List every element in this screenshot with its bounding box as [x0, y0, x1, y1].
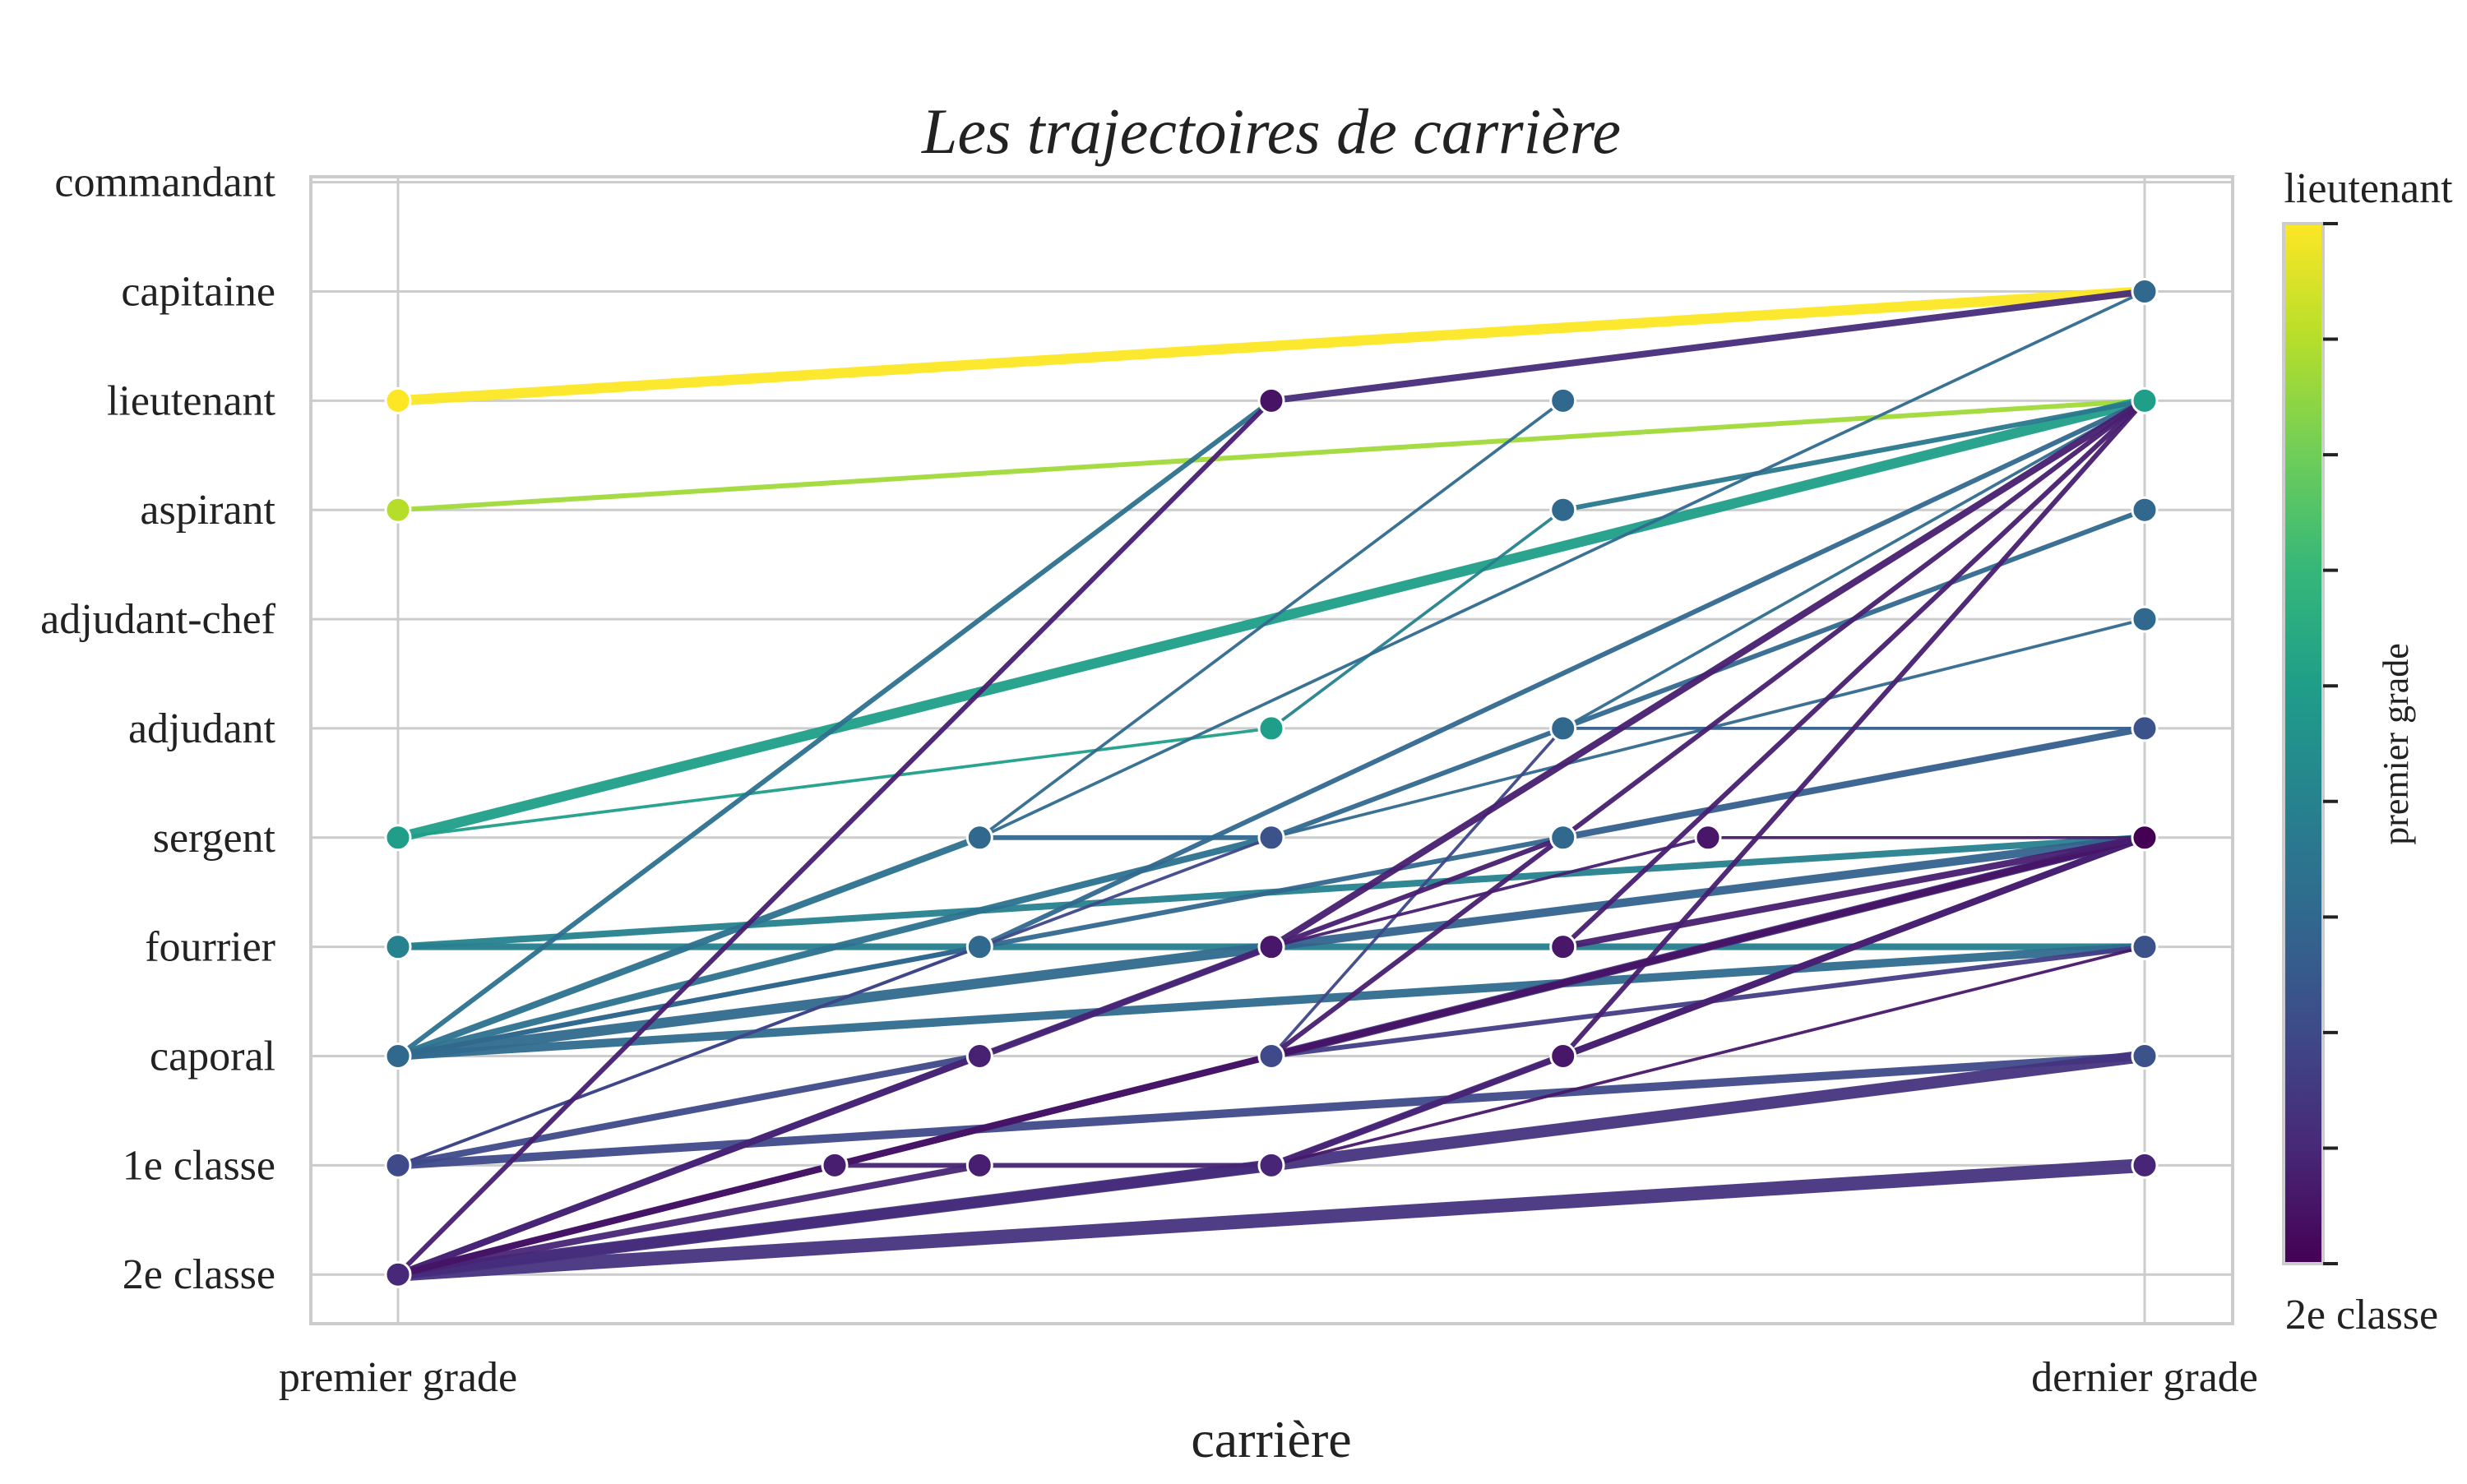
trajectory-line	[1270, 945, 2146, 1167]
colorbar-ticks	[2323, 222, 2338, 1265]
trajectory-line	[394, 834, 1275, 1060]
trajectory-line	[977, 398, 2147, 950]
trajectory-line	[394, 1052, 984, 1169]
trajectory-line	[396, 398, 2147, 513]
trajectory-marker	[384, 1151, 412, 1179]
trajectory-marker	[965, 933, 993, 961]
x-axis-label: carrière	[1191, 1410, 1351, 1468]
trajectory-marker	[1257, 933, 1285, 961]
y-tick-label: capitaine	[121, 269, 275, 316]
trajectory-line	[1559, 834, 2149, 950]
trajectory-line	[1559, 834, 2149, 1060]
trajectory-line	[393, 942, 2150, 1061]
trajectory-marker	[384, 933, 412, 961]
colorbar-top-label: lieutenant	[2284, 165, 2453, 212]
trajectory-line	[1269, 398, 2147, 1059]
trajectory-marker	[965, 824, 993, 852]
trajectory-line	[393, 1052, 2150, 1170]
trajectory-marker	[965, 1042, 993, 1070]
y-tick-label: lieutenant	[107, 377, 276, 424]
trajectory-marker	[2131, 714, 2159, 742]
trajectory-marker	[1257, 386, 1285, 414]
trajectory-marker	[1257, 1042, 1285, 1070]
trajectory-marker	[1257, 824, 1285, 852]
y-tick-label: adjudant	[128, 705, 276, 752]
plot-area-frame	[309, 175, 2234, 1325]
trajectory-marker	[821, 1151, 849, 1179]
trajectory-line	[394, 1162, 984, 1278]
y-tick-label: 1e classe	[123, 1142, 275, 1189]
trajectory-marker	[2131, 933, 2159, 961]
trajectory-marker	[1549, 1042, 1577, 1070]
trajectory-marker	[2131, 605, 2159, 633]
trajectory-line	[396, 398, 1274, 1278]
trajectory-marker	[384, 1042, 412, 1070]
trajectory-line	[978, 289, 2146, 839]
trajectory-line	[1269, 1053, 1566, 1168]
chart-title: Les trajectoires de carrière	[921, 95, 1621, 167]
trajectory-marker	[1549, 714, 1577, 742]
trajectory-marker	[1549, 386, 1577, 414]
trajectory-marker	[384, 386, 412, 414]
trajectory-line	[396, 945, 982, 1167]
trajectory-marker	[384, 824, 412, 852]
y-tick-label: aspirant	[140, 487, 275, 534]
y-tick-label: caporal	[150, 1033, 275, 1080]
trajectory-line	[1560, 398, 2147, 950]
colorbar: lieutenant 2e classe premier grade	[2282, 165, 2453, 1338]
trajectory-marker	[2131, 1151, 2159, 1179]
trajectory-marker	[2131, 386, 2159, 414]
y-tick-label: fourrier	[145, 924, 275, 971]
x-tick-label: dernier grade	[2031, 1354, 2258, 1401]
trajectory-line	[1559, 724, 2149, 841]
trajectory-marker	[1549, 496, 1577, 524]
trajectory-marker	[2131, 278, 2159, 305]
trajectory-marker	[2131, 1042, 2159, 1070]
trajectory-line	[1560, 398, 2147, 1059]
trajectory-line	[1561, 399, 2146, 730]
trajectory-line	[396, 727, 1273, 839]
trajectory-marker	[965, 1151, 993, 1179]
trajectory-line	[1269, 834, 1566, 950]
y-tick-labels: 2e classe 1e classe caporal fourrier sergent…	[40, 159, 276, 1299]
trajectory-marker	[2131, 824, 2159, 852]
trajectory-marker	[1549, 824, 1577, 852]
trajectory-line	[1560, 398, 2147, 513]
trajectory-line	[1270, 508, 1565, 730]
trajectory-marker	[1257, 714, 1285, 742]
x-tick-label: premier grade	[279, 1354, 517, 1401]
trajectory-line	[1267, 397, 2149, 950]
trajectory-line	[396, 398, 1274, 1059]
y-tick-label: adjudant-chef	[40, 596, 276, 643]
colorbar-title: premier grade	[2376, 643, 2416, 845]
trajectory-line	[391, 1158, 2152, 1282]
trajectory-marker	[1549, 933, 1577, 961]
trajectory-markers	[384, 278, 2159, 1288]
colorbar-bottom-label: 2e classe	[2285, 1292, 2438, 1338]
y-tick-label: commandant	[54, 159, 275, 206]
trajectory-line	[392, 286, 2150, 406]
trajectory-line	[978, 399, 1565, 839]
trajectory-marker	[384, 496, 412, 524]
trajectory-line	[394, 943, 1275, 1278]
trajectory-marker	[2131, 496, 2159, 524]
trajectory-line	[392, 1160, 1277, 1280]
colorbar-gradient	[2282, 222, 2325, 1265]
y-tick-label: sergent	[153, 815, 276, 862]
x-tick-labels: premier grade dernier grade	[279, 1354, 2258, 1401]
trajectory-marker	[1257, 1151, 1285, 1179]
trajectory-line	[1270, 835, 1710, 949]
y-tick-label: 2e classe	[123, 1251, 275, 1298]
trajectory-line	[394, 834, 984, 1060]
trajectory-line	[1267, 288, 2149, 405]
trajectory-marker	[1694, 824, 1722, 852]
trajectory-marker	[384, 1260, 412, 1288]
